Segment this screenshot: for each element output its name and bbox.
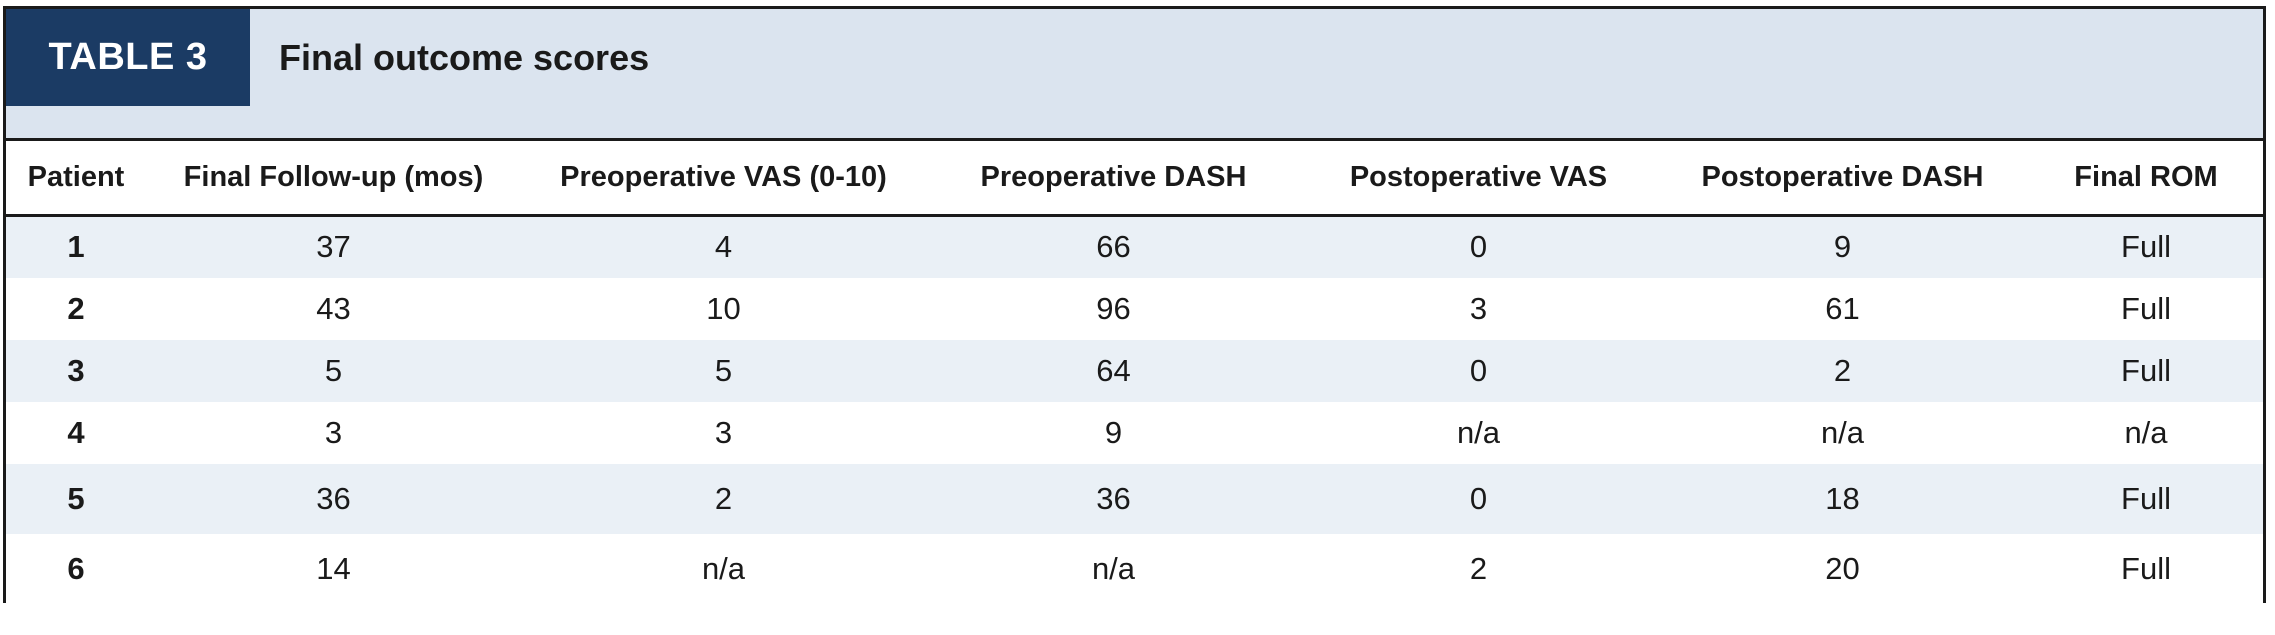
table-row: 4 3 3 9 n/a n/a n/a: [6, 401, 2263, 464]
patient-id-cell: 6: [67, 550, 85, 586]
final-follow-up-cell: 5: [324, 352, 343, 388]
final-rom-cell: Full: [2121, 550, 2171, 586]
table-title: Final outcome scores: [279, 36, 650, 78]
final-rom-cell: Full: [2121, 352, 2171, 388]
postoperative-dash-cell: 9: [1833, 229, 1852, 265]
table-row: 5 36 2 36 0 18 Full: [6, 463, 2263, 534]
final-rom-cell: n/a: [2124, 414, 2168, 450]
postoperative-vas-cell: 0: [1469, 352, 1488, 388]
column-header-postoperative-dash: Postoperative DASH: [1656, 141, 2029, 217]
table-title-bar: TABLE 3 Final outcome scores: [6, 9, 2263, 141]
final-follow-up-cell: 3: [324, 414, 343, 450]
preoperative-dash-cell: 66: [1096, 229, 1131, 265]
column-header-preoperative-vas: Preoperative VAS (0-10): [521, 141, 926, 217]
preoperative-dash-cell: 96: [1096, 290, 1131, 326]
column-header-patient: Patient: [6, 141, 146, 217]
postoperative-vas-cell: n/a: [1456, 414, 1501, 450]
preoperative-dash-cell: 36: [1096, 480, 1131, 516]
final-follow-up-cell: 37: [316, 229, 351, 265]
table-row: 3 5 5 64 0 2 Full: [6, 339, 2263, 402]
postoperative-vas-cell: 2: [1469, 550, 1488, 586]
table-row: 2 43 10 96 3 61 Full: [6, 277, 2263, 340]
preoperative-vas-cell: 10: [706, 290, 741, 326]
column-header-final-follow-up: Final Follow-up (mos): [146, 141, 521, 217]
postoperative-vas-cell: 0: [1469, 229, 1488, 265]
postoperative-vas-cell: 3: [1469, 290, 1488, 326]
preoperative-dash-cell: 64: [1096, 352, 1131, 388]
patient-id-cell: 4: [67, 414, 85, 450]
preoperative-vas-cell: 2: [714, 480, 733, 516]
column-header-preoperative-dash: Preoperative DASH: [926, 141, 1301, 217]
postoperative-dash-cell: n/a: [1820, 414, 1865, 450]
outcome-scores-table: Patient Final Follow-up (mos) Preoperati…: [6, 141, 2263, 604]
postoperative-dash-cell: 18: [1825, 480, 1860, 516]
patient-id-cell: 1: [67, 229, 85, 265]
table-row: 6 14 n/a n/a 2 20 Full: [6, 533, 2263, 604]
preoperative-dash-cell: n/a: [1091, 550, 1136, 586]
final-follow-up-cell: 36: [316, 480, 351, 516]
preoperative-vas-cell: n/a: [701, 550, 746, 586]
final-rom-cell: Full: [2121, 229, 2171, 265]
preoperative-vas-cell: 5: [714, 352, 733, 388]
header-row: Patient Final Follow-up (mos) Preoperati…: [6, 141, 2263, 217]
preoperative-vas-cell: 3: [714, 414, 733, 450]
postoperative-dash-cell: 2: [1833, 352, 1852, 388]
final-rom-cell: Full: [2121, 480, 2171, 516]
postoperative-dash-cell: 20: [1825, 550, 1860, 586]
final-rom-cell: Full: [2121, 290, 2171, 326]
table-number-label: TABLE 3: [6, 9, 250, 106]
column-header-final-rom: Final ROM: [2029, 141, 2263, 217]
outcome-table-figure: TABLE 3 Final outcome scores Patient Fin…: [3, 6, 2266, 604]
column-header-postoperative-vas: Postoperative VAS: [1301, 141, 1656, 217]
patient-id-cell: 2: [67, 290, 85, 326]
preoperative-dash-cell: 9: [1104, 414, 1123, 450]
table-row: 1 37 4 66 0 9 Full: [6, 215, 2263, 278]
preoperative-vas-cell: 4: [714, 229, 733, 265]
postoperative-dash-cell: 61: [1825, 290, 1860, 326]
final-follow-up-cell: 14: [316, 550, 351, 586]
patient-id-cell: 3: [67, 352, 85, 388]
final-follow-up-cell: 43: [316, 290, 351, 326]
patient-id-cell: 5: [67, 480, 85, 516]
postoperative-vas-cell: 0: [1469, 480, 1488, 516]
